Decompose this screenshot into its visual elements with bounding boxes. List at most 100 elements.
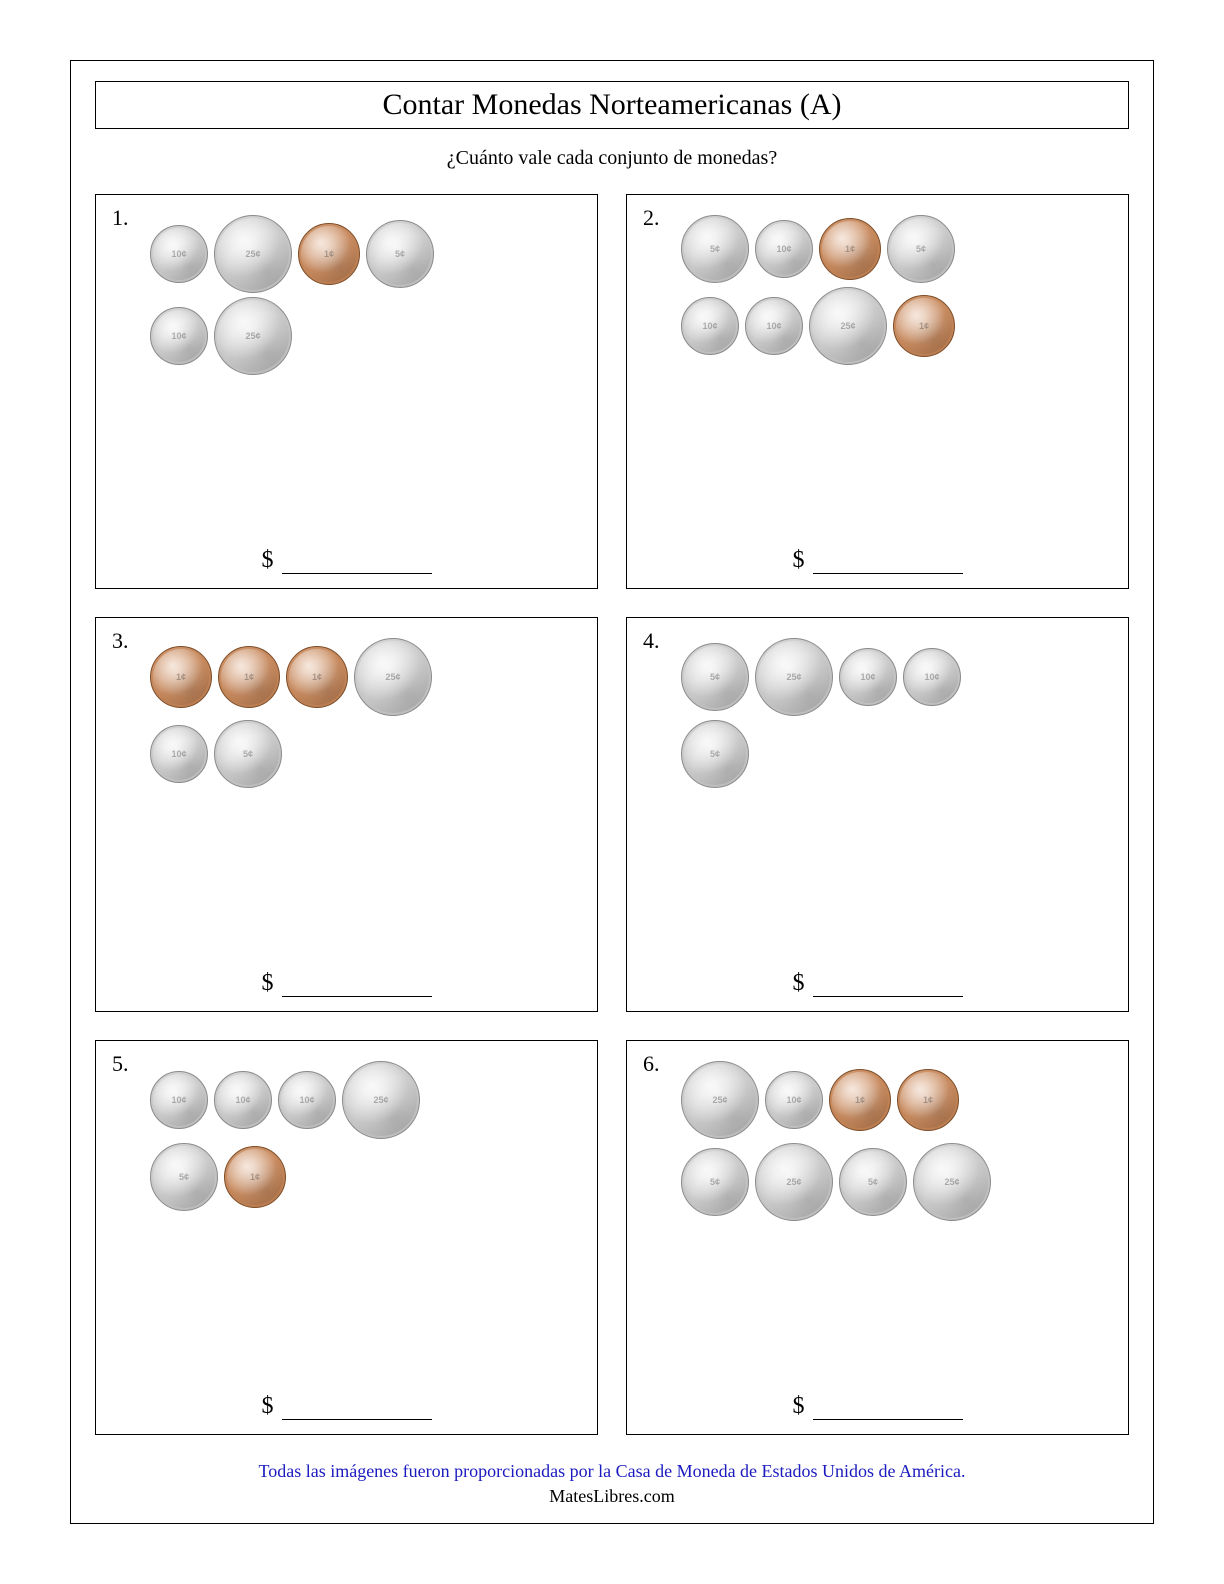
answer-line: $ (641, 547, 1114, 574)
currency-symbol: $ (262, 547, 274, 574)
coin-label: 1¢ (312, 673, 322, 682)
coin-label: 25¢ (245, 250, 260, 259)
problem-number: 1. (112, 205, 129, 231)
coin-label: 10¢ (860, 673, 875, 682)
coin-label: 10¢ (766, 322, 781, 331)
coin-label: 10¢ (786, 1096, 801, 1105)
page-title: Contar Monedas Norteamericanas (A) (96, 88, 1128, 122)
answer-blank[interactable] (813, 1396, 963, 1420)
coin-label: 25¢ (786, 673, 801, 682)
penny-coin: 1¢ (150, 646, 212, 708)
currency-symbol: $ (793, 1393, 805, 1420)
answer-blank[interactable] (282, 973, 432, 997)
answer-line: $ (110, 547, 583, 574)
nickel-coin: 5¢ (839, 1148, 907, 1216)
penny-coin: 1¢ (218, 646, 280, 708)
coin-label: 5¢ (710, 750, 720, 759)
coin-row: 25¢ 10¢ 1¢ 1¢ (681, 1061, 1108, 1139)
problem-box: 5. 10¢ 10¢ 10¢ 25¢ 5¢ 1¢ $ (95, 1040, 598, 1435)
problem-number: 6. (643, 1051, 660, 1077)
quarter-coin: 25¢ (809, 287, 887, 365)
coin-label: 10¢ (171, 1096, 186, 1105)
coin-label: 10¢ (171, 332, 186, 341)
dime-coin: 10¢ (745, 297, 803, 355)
coin-label: 5¢ (710, 245, 720, 254)
coin-label: 1¢ (923, 1096, 933, 1105)
nickel-coin: 5¢ (214, 720, 282, 788)
coin-area: 10¢ 10¢ 10¢ 25¢ 5¢ 1¢ (110, 1051, 583, 1393)
coin-label: 1¢ (855, 1096, 865, 1105)
answer-line: $ (110, 1393, 583, 1420)
currency-symbol: $ (793, 970, 805, 997)
subtitle: ¿Cuánto vale cada conjunto de monedas? (95, 147, 1129, 170)
coin-label: 1¢ (250, 1173, 260, 1182)
quarter-coin: 25¢ (755, 638, 833, 716)
coin-area: 10¢25¢1¢5¢10¢25¢ (110, 205, 583, 547)
quarter-coin: 25¢ (214, 297, 292, 375)
penny-coin: 1¢ (298, 223, 360, 285)
coin-label: 25¢ (944, 1178, 959, 1187)
nickel-coin: 5¢ (681, 643, 749, 711)
coin-row: 5¢25¢5¢25¢ (681, 1143, 1108, 1221)
quarter-coin: 25¢ (214, 215, 292, 293)
currency-symbol: $ (793, 547, 805, 574)
dime-coin: 10¢ (214, 1071, 272, 1129)
coin-label: 25¢ (712, 1096, 727, 1105)
currency-symbol: $ (262, 970, 274, 997)
coin-label: 25¢ (840, 322, 855, 331)
answer-blank[interactable] (282, 1396, 432, 1420)
coin-label: 5¢ (916, 245, 926, 254)
coin-row: 5¢ (681, 720, 1108, 788)
answer-blank[interactable] (282, 550, 432, 574)
problem-box: 2.5¢10¢1¢5¢10¢10¢25¢1¢$ (626, 194, 1129, 589)
penny-coin: 1¢ (893, 295, 955, 357)
quarter-coin: 25¢ (342, 1061, 420, 1139)
coin-row: 10¢ 10¢ 25¢ 1¢ (681, 287, 1108, 365)
penny-coin: 1¢ (829, 1069, 891, 1131)
problem-box: 3. 1¢ 1¢ 1¢ 25¢ 10¢5¢ $ (95, 617, 598, 1012)
nickel-coin: 5¢ (681, 1148, 749, 1216)
coin-label: 25¢ (385, 673, 400, 682)
quarter-coin: 25¢ (913, 1143, 991, 1221)
coin-label: 10¢ (235, 1096, 250, 1105)
dime-coin: 10¢ (681, 297, 739, 355)
dime-coin: 10¢ (150, 725, 208, 783)
coin-label: 5¢ (395, 250, 405, 259)
dime-coin: 10¢ (839, 648, 897, 706)
coin-area: 5¢ 10¢ 1¢ 5¢ 10¢ 10¢ 25¢ 1¢ (641, 205, 1114, 547)
coin-row: 10¢5¢ (150, 720, 577, 788)
dime-coin: 10¢ (765, 1071, 823, 1129)
answer-line: $ (110, 970, 583, 997)
answer-line: $ (641, 970, 1114, 997)
problem-number: 2. (643, 205, 660, 231)
quarter-coin: 25¢ (755, 1143, 833, 1221)
coin-label: 1¢ (919, 322, 929, 331)
currency-symbol: $ (262, 1393, 274, 1420)
coin-area: 5¢ 25¢ 10¢ 10¢ 5¢ (641, 628, 1114, 970)
nickel-coin: 5¢ (681, 215, 749, 283)
problem-number: 5. (112, 1051, 129, 1077)
answer-blank[interactable] (813, 550, 963, 574)
dime-coin: 10¢ (903, 648, 961, 706)
problem-number: 3. (112, 628, 129, 654)
coin-area: 1¢ 1¢ 1¢ 25¢ 10¢5¢ (110, 628, 583, 970)
nickel-coin: 5¢ (887, 215, 955, 283)
quarter-coin: 25¢ (354, 638, 432, 716)
coin-label: 10¢ (924, 673, 939, 682)
penny-coin: 1¢ (286, 646, 348, 708)
problem-box: 4.5¢25¢10¢10¢5¢$ (626, 617, 1129, 1012)
problem-box: 6.25¢10¢1¢1¢5¢25¢5¢25¢$ (626, 1040, 1129, 1435)
nickel-coin: 5¢ (150, 1143, 218, 1211)
coin-row: 10¢ 10¢ 10¢ 25¢ (150, 1061, 577, 1139)
coin-label: 5¢ (710, 673, 720, 682)
coin-label: 10¢ (299, 1096, 314, 1105)
coin-label: 1¢ (324, 250, 334, 259)
answer-blank[interactable] (813, 973, 963, 997)
coin-label: 1¢ (845, 245, 855, 254)
coin-row: 5¢ 25¢ 10¢ 10¢ (681, 638, 1108, 716)
coin-row: 5¢10¢1¢5¢ (681, 215, 1108, 283)
penny-coin: 1¢ (224, 1146, 286, 1208)
problem-box: 1.10¢25¢1¢5¢10¢25¢$ (95, 194, 598, 589)
coin-row: 5¢ 1¢ (150, 1143, 577, 1211)
coin-label: 1¢ (176, 673, 186, 682)
